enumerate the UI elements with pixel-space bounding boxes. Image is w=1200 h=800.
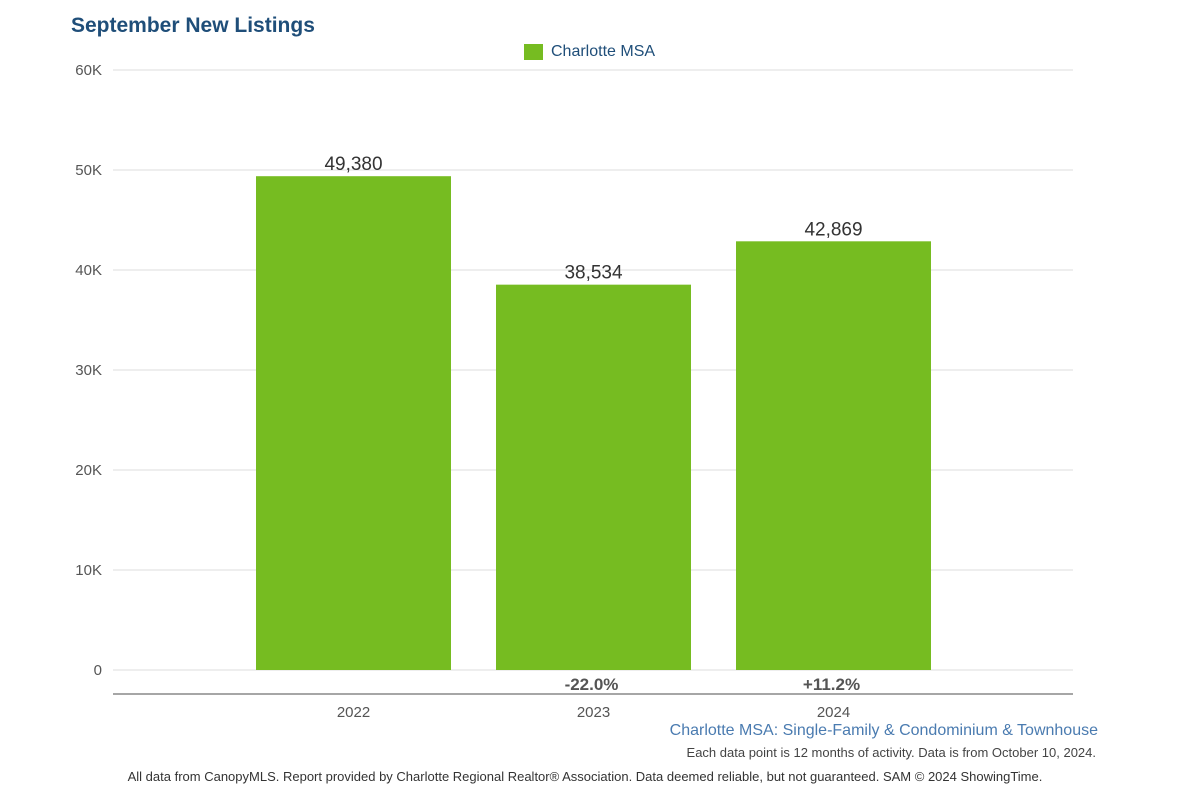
bar-value-label: 49,380 <box>324 154 382 175</box>
legend: Charlotte MSA <box>524 42 655 62</box>
legend-label: Charlotte MSA <box>551 43 656 60</box>
x-tick-label: 2023 <box>577 704 610 721</box>
chart-subtitle: Charlotte MSA: Single-Family & Condomini… <box>669 722 1098 739</box>
bar <box>496 284 691 670</box>
bar-value-label: 42,869 <box>804 219 862 240</box>
y-tick-label: 0 <box>94 662 102 679</box>
y-tick-label: 40K <box>75 262 102 279</box>
x-tick-label: 2022 <box>337 704 370 721</box>
y-tick-label: 60K <box>75 62 102 79</box>
y-tick-label: 10K <box>75 562 102 579</box>
bar <box>256 176 451 670</box>
change-label: +11.2% <box>803 675 860 694</box>
bar-value-label: 38,534 <box>564 263 623 284</box>
change-label: -22.0% <box>565 675 619 694</box>
bar <box>736 241 931 670</box>
y-tick-label: 20K <box>75 462 102 479</box>
chart-title: September New Listings <box>71 14 315 37</box>
data-note: Each data point is 12 months of activity… <box>686 745 1096 760</box>
y-tick-label: 50K <box>75 162 102 179</box>
legend-swatch <box>524 44 543 60</box>
x-tick-label: 2024 <box>817 704 850 721</box>
y-tick-label: 30K <box>75 362 102 379</box>
footer-disclaimer: All data from CanopyMLS. Report provided… <box>127 769 1043 784</box>
